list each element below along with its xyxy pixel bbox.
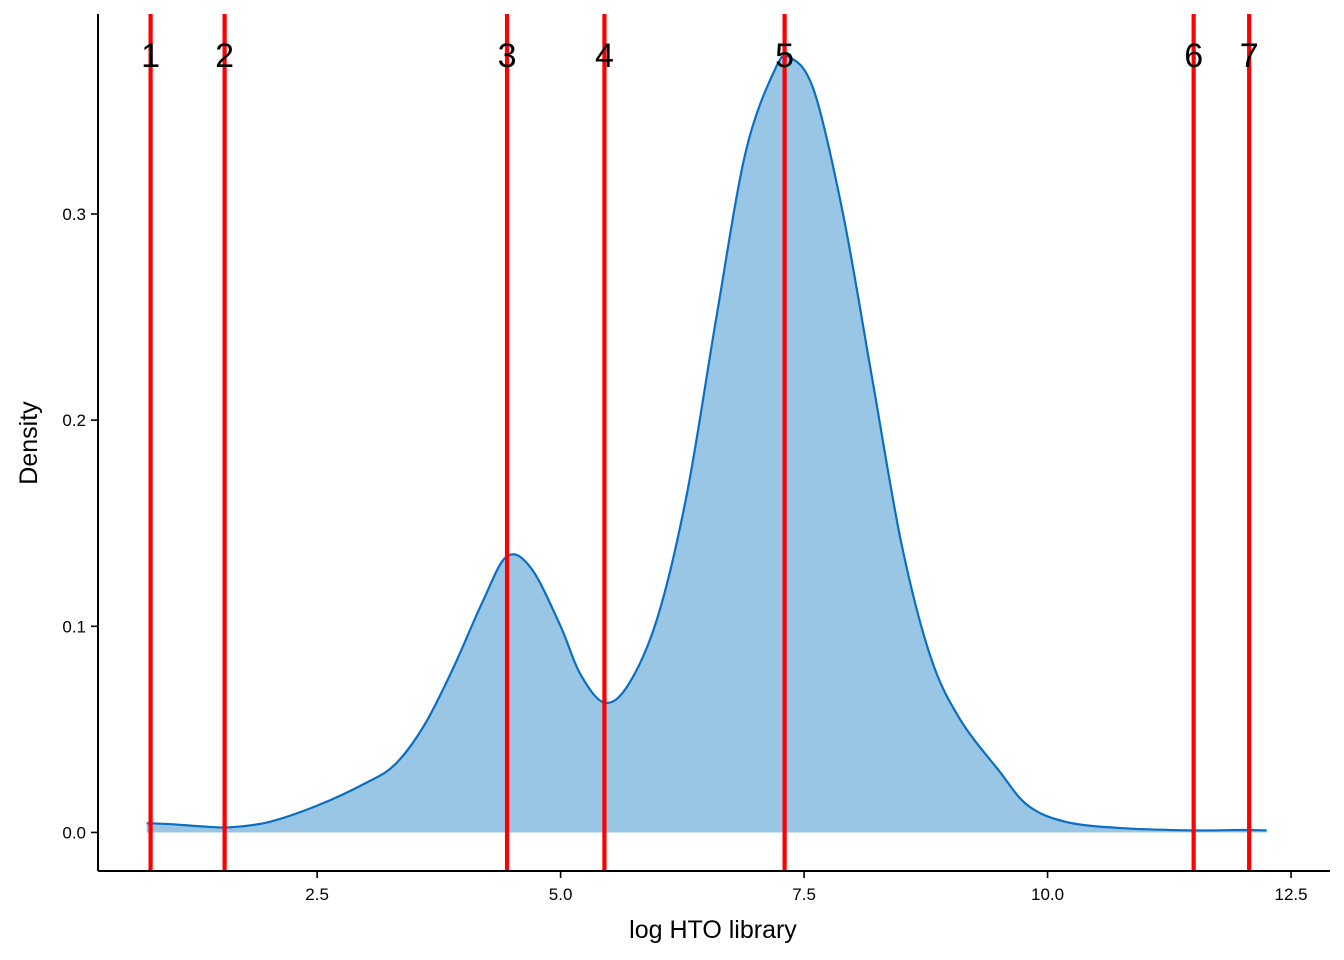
vline-label-7: 7	[1240, 37, 1259, 75]
x-tick-label: 7.5	[792, 885, 816, 904]
x-tick-label: 10.0	[1031, 885, 1064, 904]
y-axis-title: Density	[15, 401, 43, 485]
y-tick-label: 0.3	[62, 205, 86, 224]
density-area	[146, 55, 1267, 833]
vline-label-1: 1	[141, 37, 160, 75]
y-tick-label: 0.0	[62, 823, 86, 842]
x-tick-label: 2.5	[305, 885, 329, 904]
vline-label-6: 6	[1184, 37, 1203, 75]
x-tick-label: 12.5	[1274, 885, 1307, 904]
vline-label-2: 2	[215, 37, 234, 75]
vline-label-5: 5	[775, 37, 794, 75]
y-tick-label: 0.1	[62, 617, 86, 636]
x-axis-title: log HTO library	[629, 916, 797, 944]
density-line	[146, 54, 1267, 832]
x-tick-label: 5.0	[549, 885, 573, 904]
vline-label-3: 3	[498, 37, 517, 75]
vline-label-4: 4	[595, 37, 614, 75]
y-tick-label: 0.2	[62, 411, 86, 430]
axes: 2.5 5.0 7.5 10.0 12.5 0.0 0.1 0.2 0.3	[62, 14, 1330, 904]
